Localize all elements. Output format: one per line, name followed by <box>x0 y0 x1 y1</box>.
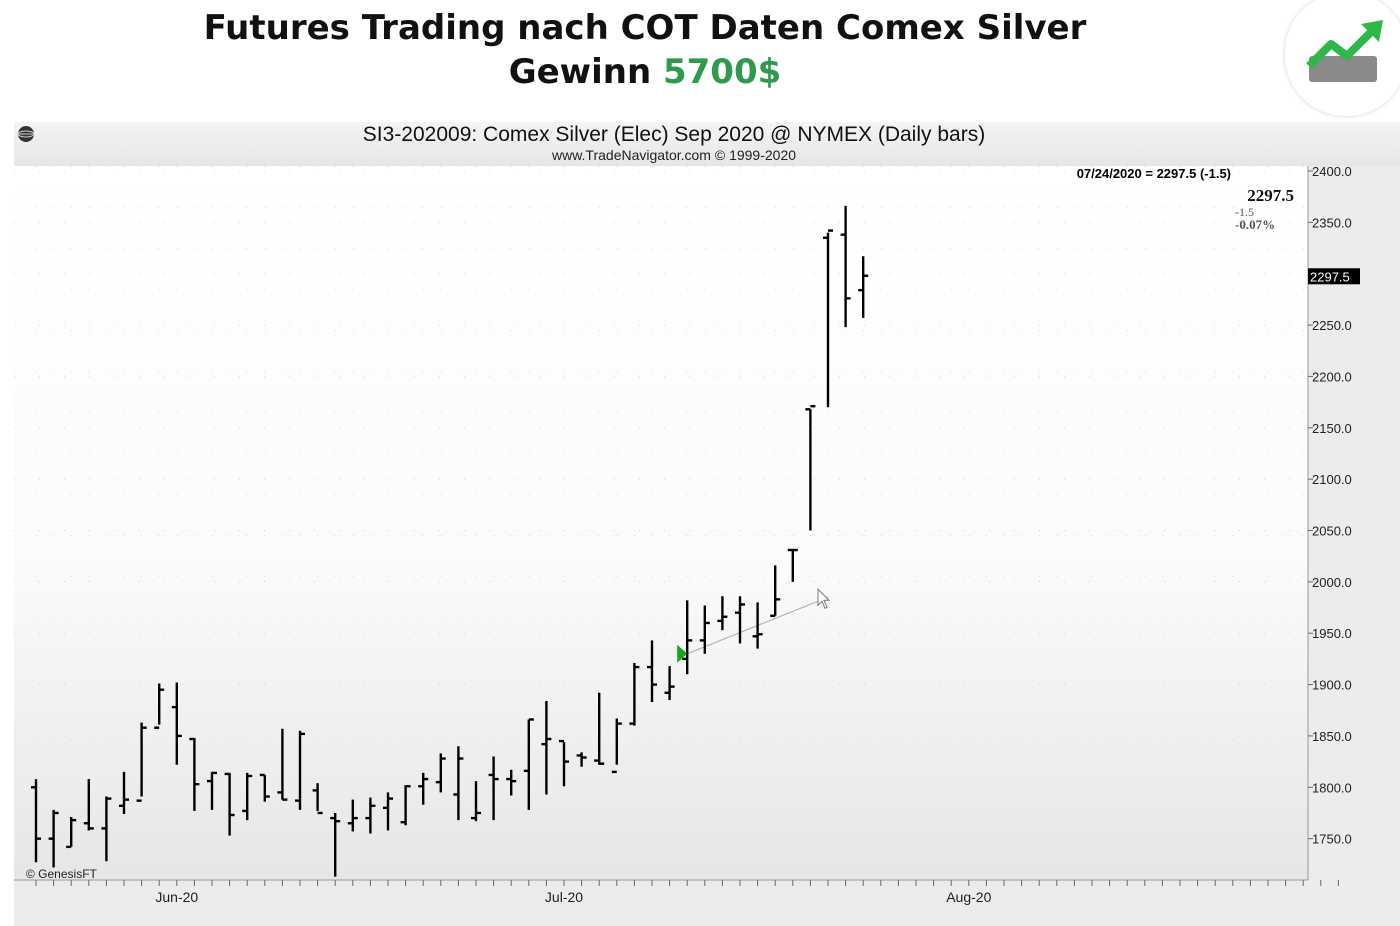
x-tick-label: Jun-20 <box>155 889 198 905</box>
chart-source: www.TradeNavigator.com © 1999-2020 <box>551 147 797 163</box>
ohlc-bar <box>383 792 393 831</box>
buy-arrow-icon <box>677 644 688 663</box>
ohlc-bar <box>259 773 270 802</box>
ohlc-bar <box>805 405 816 531</box>
status-line: 07/24/2020 = 2297.5 (-1.5) <box>1077 166 1231 181</box>
ohlc-bar <box>400 785 411 826</box>
ohlc-bar <box>682 600 693 675</box>
chart-frame: SI3-202009: Comex Silver (Elec) Sep 2020… <box>14 122 1400 926</box>
ohlc-bar <box>295 730 305 810</box>
ohlc-bar <box>823 229 833 408</box>
profit-label: Gewinn <box>508 52 663 92</box>
ohlc-bar <box>119 771 129 814</box>
ohlc-bar <box>770 565 781 617</box>
cursor-icon <box>817 588 831 609</box>
y-tick-label: 2200.0 <box>1312 369 1352 384</box>
chart-title: SI3-202009: Comex Silver (Elec) Sep 2020… <box>362 123 986 146</box>
ohlc-bar <box>171 682 182 765</box>
ohlc-bar <box>840 205 851 328</box>
chart-header: SI3-202009: Comex Silver (Elec) Sep 2020… <box>14 122 1400 166</box>
ohlc-bar <box>101 796 112 862</box>
ohlc-bar <box>523 718 534 810</box>
y-tick-label: 1750.0 <box>1312 832 1352 847</box>
plot-area <box>14 166 1308 880</box>
ohlc-bar <box>347 799 358 832</box>
ohlc-bar <box>277 728 288 801</box>
price-marker <box>1308 268 1360 285</box>
ohlc-bar <box>541 701 552 795</box>
headline: Futures Trading nach COT Daten Comex Sil… <box>0 6 1290 94</box>
ohlc-bar <box>611 718 622 774</box>
ohlc-bar <box>207 771 217 810</box>
buy-signal <box>677 588 831 663</box>
y-tick-label: 1850.0 <box>1312 729 1352 744</box>
ohlc-bar <box>224 772 235 836</box>
ohlc-bar <box>471 781 481 822</box>
y-tick-label: 1900.0 <box>1312 678 1352 693</box>
y-tick-label: 2150.0 <box>1312 421 1352 436</box>
ohlc-bar <box>66 817 77 849</box>
trending-up-icon <box>1306 20 1383 82</box>
y-tick-label: 2000.0 <box>1312 575 1352 590</box>
ohlc-bar <box>506 769 517 796</box>
ohlc-bar <box>752 602 763 649</box>
headline-profit-line: Gewinn 5700$ <box>0 50 1290 94</box>
ohlc-bar <box>717 596 728 631</box>
y-tick-label: 2400.0 <box>1312 166 1352 179</box>
ohlc-bar <box>242 772 253 821</box>
ohlc-bar <box>629 663 640 726</box>
ohlc-bar <box>418 772 429 805</box>
ohlc-bar <box>787 548 798 582</box>
last-price: 2297.5 <box>1247 186 1294 205</box>
ohlc-bar <box>365 797 376 834</box>
globe-icon[interactable] <box>16 124 36 144</box>
ohlc-bar <box>154 683 165 729</box>
ohlc-chart[interactable]: 2400.02350.02300.02250.02200.02150.02100… <box>14 166 1400 926</box>
trending-up-logo <box>1285 0 1400 116</box>
y-tick-label: 1800.0 <box>1312 780 1352 795</box>
ohlc-bar <box>312 783 323 815</box>
ohlc-bar <box>858 256 869 318</box>
ohlc-bar <box>576 752 587 767</box>
price-change: -1.5 <box>1235 205 1254 219</box>
headline-title: Futures Trading nach COT Daten Comex Sil… <box>203 8 1087 48</box>
ohlc-bar <box>83 779 94 831</box>
ohlc-bars <box>31 205 869 877</box>
y-axis: 2400.02350.02300.02250.02200.02150.02100… <box>1307 166 1352 880</box>
ohlc-bar <box>594 692 605 765</box>
y-tick-label: 2250.0 <box>1312 318 1352 333</box>
ohlc-bar <box>699 605 710 654</box>
y-tick-label: 2350.0 <box>1312 215 1352 230</box>
ohlc-bar <box>735 596 745 644</box>
ohlc-bar <box>647 640 657 703</box>
ohlc-bar <box>559 739 569 787</box>
profit-value: 5700$ <box>662 52 782 92</box>
y-tick-label: 2050.0 <box>1312 524 1352 539</box>
ohlc-bar <box>189 737 200 811</box>
price-change-pct: -0.07% <box>1235 217 1275 232</box>
price-marker-label: 2297.5 <box>1310 269 1350 284</box>
y-tick-label: 2100.0 <box>1312 472 1352 487</box>
ohlc-bar <box>488 756 499 821</box>
x-tick-label: Aug-20 <box>946 889 991 905</box>
ohlc-bar <box>136 722 147 802</box>
ohlc-bar <box>435 753 446 793</box>
x-tick-label: Jul-20 <box>545 889 583 905</box>
y-tick-label: 1950.0 <box>1312 626 1352 641</box>
ohlc-bar <box>48 809 59 868</box>
ohlc-bar <box>330 812 341 877</box>
watermark: © GenesisFT <box>26 867 98 881</box>
x-axis: Jun-20 Jul-20 Aug-20 <box>14 879 1339 905</box>
ohlc-bar <box>453 746 464 821</box>
ohlc-bar <box>664 666 675 700</box>
ohlc-bar <box>31 779 41 863</box>
